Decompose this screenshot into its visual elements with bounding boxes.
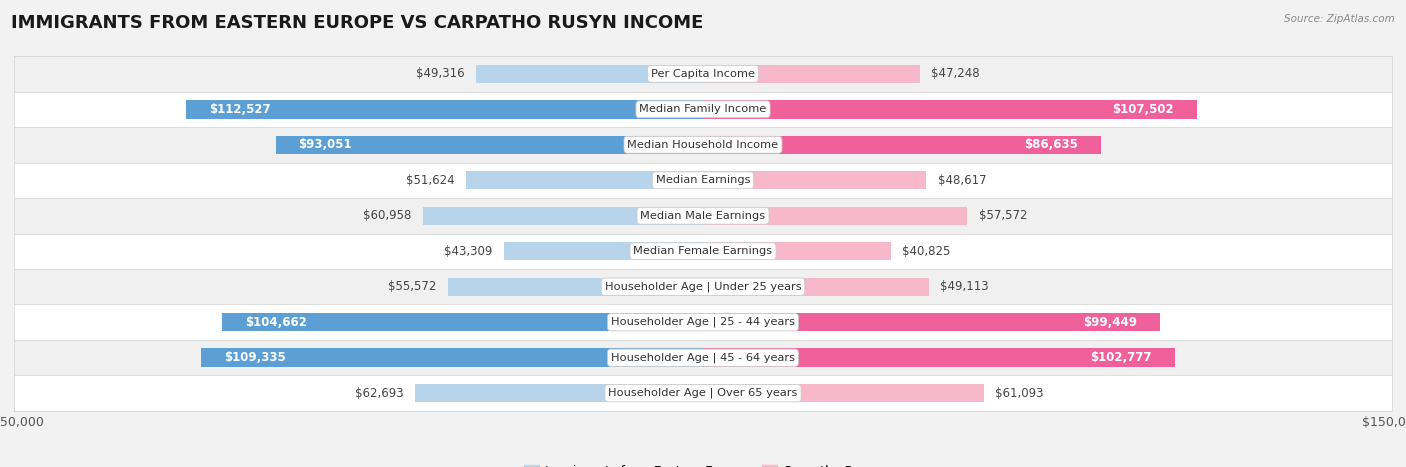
Bar	[222, 313, 703, 332]
Text: Median Earnings: Median Earnings	[655, 175, 751, 185]
Bar	[465, 171, 703, 190]
Bar	[415, 384, 703, 403]
Text: $112,527: $112,527	[209, 103, 271, 116]
Text: $43,309: $43,309	[444, 245, 492, 258]
Bar	[14, 127, 1392, 163]
Text: $93,051: $93,051	[298, 138, 353, 151]
Text: Householder Age | 25 - 44 years: Householder Age | 25 - 44 years	[612, 317, 794, 327]
Bar	[703, 384, 984, 403]
Bar	[703, 171, 927, 190]
Text: $60,958: $60,958	[363, 209, 412, 222]
Text: Source: ZipAtlas.com: Source: ZipAtlas.com	[1284, 14, 1395, 24]
Bar	[477, 64, 703, 83]
Text: Householder Age | 45 - 64 years: Householder Age | 45 - 64 years	[612, 353, 794, 363]
Text: Householder Age | Under 25 years: Householder Age | Under 25 years	[605, 282, 801, 292]
Text: $57,572: $57,572	[979, 209, 1028, 222]
Text: $61,093: $61,093	[995, 387, 1043, 400]
Text: Median Family Income: Median Family Income	[640, 104, 766, 114]
Text: $49,113: $49,113	[941, 280, 988, 293]
Text: $51,624: $51,624	[406, 174, 454, 187]
Bar	[703, 135, 1101, 154]
Text: $102,777: $102,777	[1091, 351, 1152, 364]
Text: Median Female Earnings: Median Female Earnings	[634, 246, 772, 256]
Text: Median Household Income: Median Household Income	[627, 140, 779, 150]
Text: Per Capita Income: Per Capita Income	[651, 69, 755, 79]
Bar	[505, 242, 703, 261]
Text: $55,572: $55,572	[388, 280, 436, 293]
Bar	[703, 277, 928, 296]
Bar	[703, 206, 967, 225]
Bar	[423, 206, 703, 225]
Text: $49,316: $49,316	[416, 67, 465, 80]
Text: $47,248: $47,248	[932, 67, 980, 80]
Legend: Immigrants from Eastern Europe, Carpatho Rusyn: Immigrants from Eastern Europe, Carpatho…	[519, 460, 887, 467]
Bar	[14, 340, 1392, 375]
Text: IMMIGRANTS FROM EASTERN EUROPE VS CARPATHO RUSYN INCOME: IMMIGRANTS FROM EASTERN EUROPE VS CARPAT…	[11, 14, 703, 32]
Bar	[703, 64, 920, 83]
Bar	[14, 304, 1392, 340]
Text: Householder Age | Over 65 years: Householder Age | Over 65 years	[609, 388, 797, 398]
Bar	[703, 313, 1160, 332]
Text: $62,693: $62,693	[354, 387, 404, 400]
Bar	[186, 100, 703, 119]
Text: $109,335: $109,335	[224, 351, 285, 364]
Bar	[703, 100, 1197, 119]
Text: $104,662: $104,662	[245, 316, 307, 329]
Bar	[14, 163, 1392, 198]
Text: $48,617: $48,617	[938, 174, 987, 187]
Bar	[447, 277, 703, 296]
Bar	[14, 375, 1392, 411]
Text: $40,825: $40,825	[903, 245, 950, 258]
Bar	[703, 242, 890, 261]
Bar	[14, 234, 1392, 269]
Text: Median Male Earnings: Median Male Earnings	[641, 211, 765, 221]
Text: $86,635: $86,635	[1024, 138, 1078, 151]
Bar	[14, 92, 1392, 127]
Bar	[14, 198, 1392, 234]
Text: $99,449: $99,449	[1083, 316, 1137, 329]
Text: $107,502: $107,502	[1112, 103, 1174, 116]
Bar	[201, 348, 703, 367]
Bar	[276, 135, 703, 154]
Bar	[14, 56, 1392, 92]
Bar	[703, 348, 1175, 367]
Bar	[14, 269, 1392, 304]
